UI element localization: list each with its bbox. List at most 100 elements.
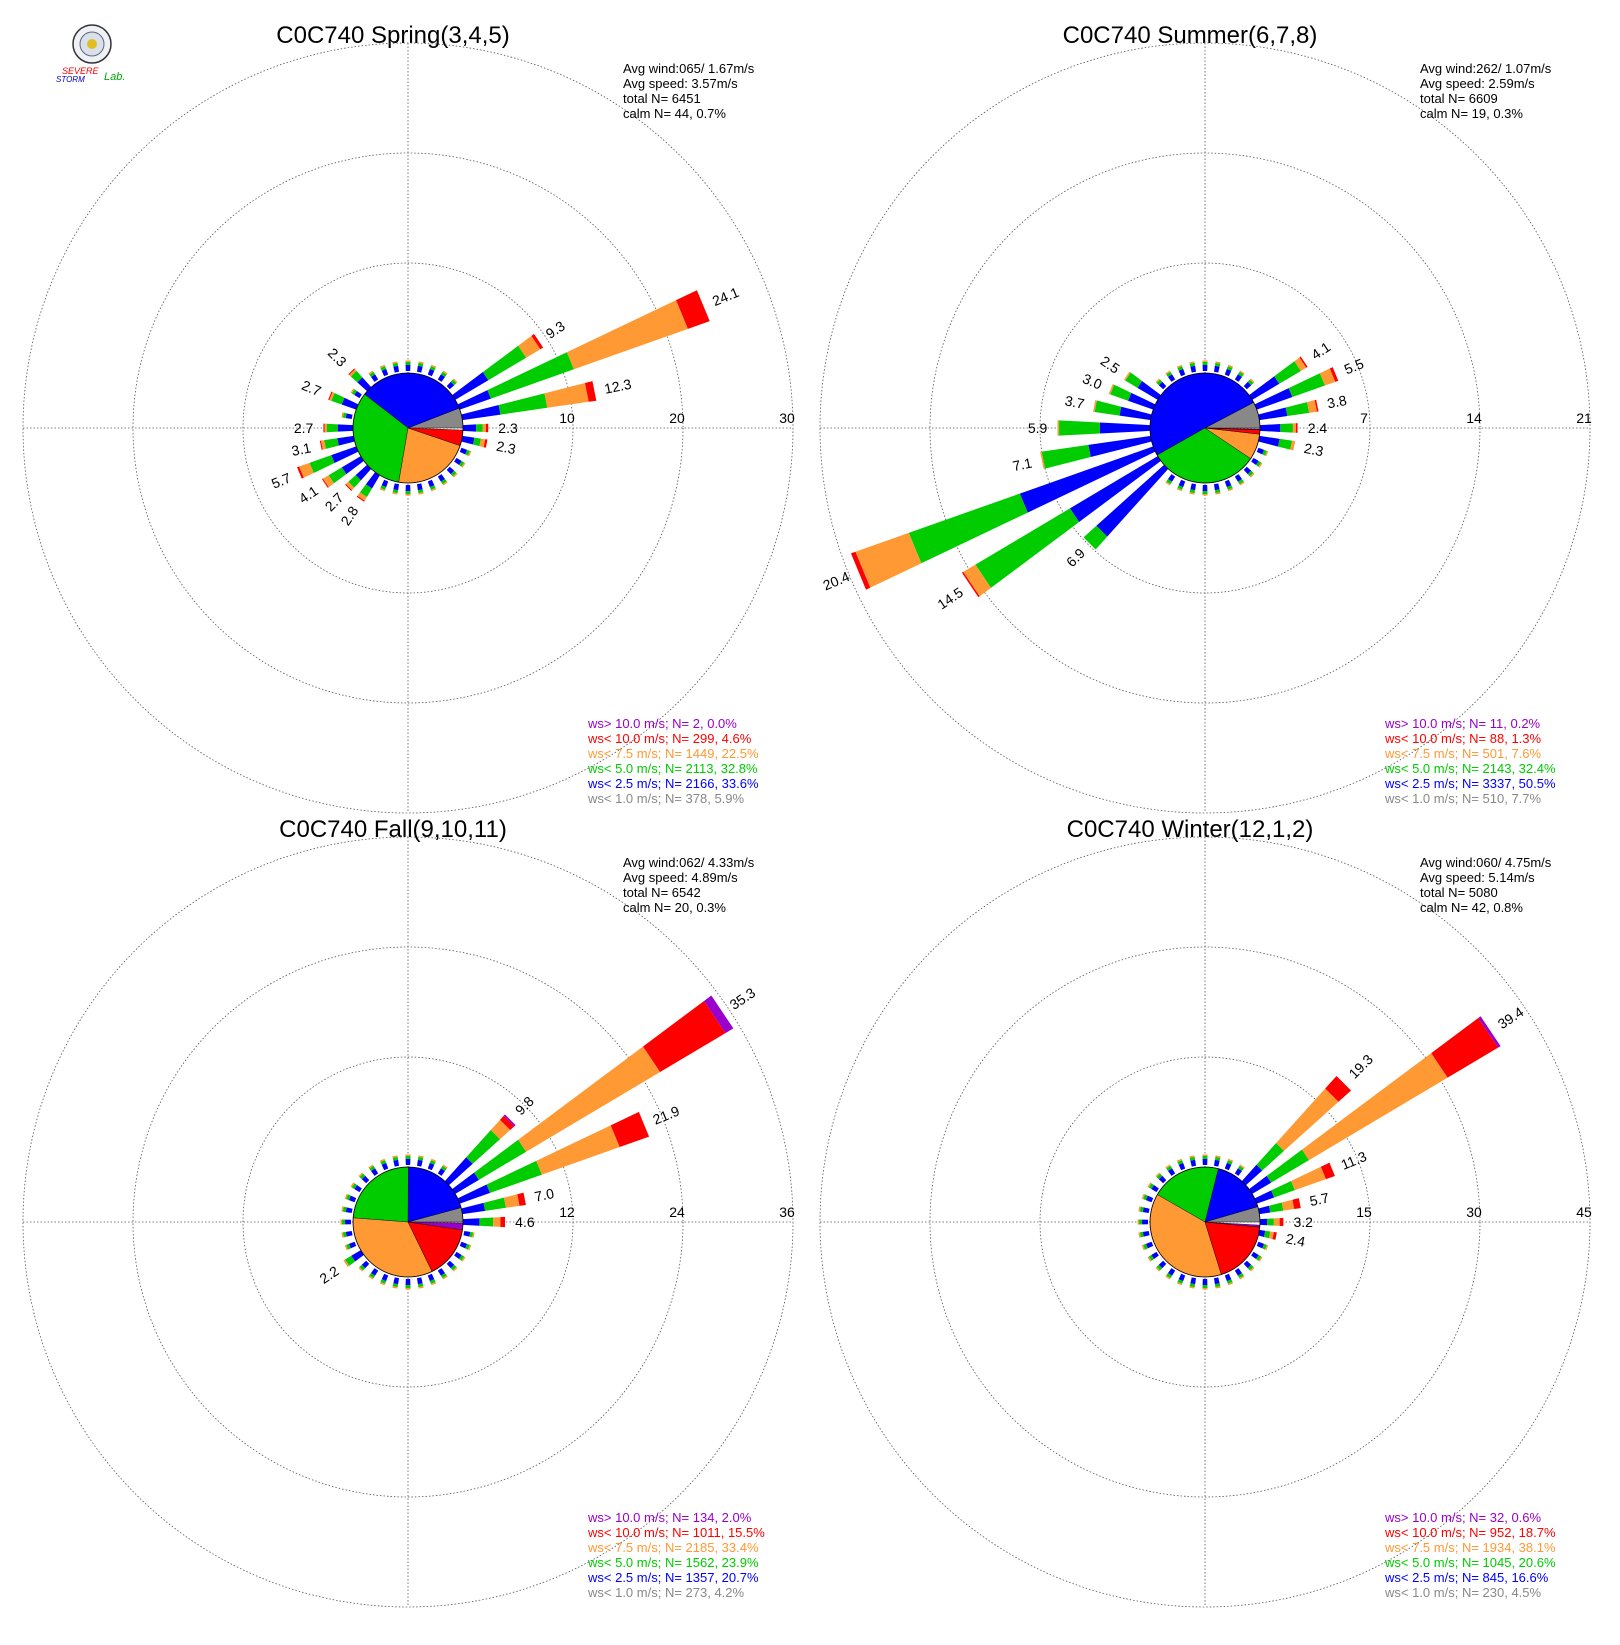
minor-petal-segment bbox=[381, 479, 389, 488]
petal-segment bbox=[1249, 376, 1280, 400]
minor-petal-segment bbox=[1190, 1277, 1197, 1285]
minor-petal-segment bbox=[392, 1156, 399, 1161]
petal-segment bbox=[482, 423, 486, 433]
minor-petal-segment bbox=[452, 1266, 458, 1272]
ring-label: 14 bbox=[1466, 410, 1482, 426]
minor-petal-segment bbox=[1178, 479, 1186, 488]
minor-petal-segment bbox=[342, 1219, 346, 1225]
petal-segment bbox=[1083, 525, 1108, 550]
petal-segment bbox=[703, 995, 734, 1034]
minor-petal-segment bbox=[1249, 378, 1255, 384]
minor-petal-segment bbox=[405, 484, 411, 491]
legend-entry: ws< 5.0 m/s; N= 1045, 20.6% bbox=[1384, 1555, 1556, 1570]
petal-segment bbox=[961, 571, 980, 598]
petal-segment bbox=[1319, 368, 1336, 386]
petal-segment bbox=[329, 392, 335, 401]
petal-segment bbox=[1273, 1218, 1280, 1226]
minor-petal-segment bbox=[341, 1232, 344, 1238]
minor-petal-segment bbox=[442, 1164, 448, 1169]
minor-petal-segment bbox=[1256, 447, 1265, 455]
minor-petal-segment bbox=[459, 447, 468, 455]
petal-segment bbox=[326, 423, 338, 433]
minor-petal-segment bbox=[1256, 1254, 1262, 1261]
minor-petal-segment bbox=[371, 1268, 379, 1276]
minor-petal-segment bbox=[440, 1273, 447, 1279]
minor-petal-segment bbox=[1156, 1173, 1163, 1180]
minor-petal-segment bbox=[1148, 1183, 1154, 1190]
minor-petal-segment bbox=[1147, 1182, 1152, 1188]
minor-petal-segment bbox=[351, 1183, 357, 1190]
minor-petal-segment bbox=[1158, 1260, 1167, 1269]
petal-segment bbox=[479, 1217, 494, 1227]
legend-entry: ws> 10.0 m/s; N= 134, 2.0% bbox=[587, 1510, 752, 1525]
petal-segment bbox=[850, 551, 871, 590]
legend-entry: ws> 10.0 m/s; N= 2, 0.0% bbox=[587, 716, 737, 731]
petal-segment bbox=[487, 352, 574, 399]
minor-petal-segment bbox=[341, 1206, 344, 1212]
minor-petal-segment bbox=[380, 1279, 387, 1284]
stats-line: total N= 6609 bbox=[1420, 91, 1498, 106]
petal-label: 2.3 bbox=[325, 345, 350, 370]
legend-entry: ws< 5.0 m/s; N= 1562, 23.9% bbox=[587, 1555, 759, 1570]
minor-petal-segment bbox=[392, 492, 398, 495]
minor-petal-segment bbox=[1168, 1168, 1176, 1176]
minor-petal-segment bbox=[437, 474, 445, 482]
stats-line: calm N= 20, 0.3% bbox=[623, 900, 726, 915]
legend-entry: ws> 10.0 m/s; N= 32, 0.6% bbox=[1384, 1510, 1542, 1525]
panel-title: C0C740 Winter(12,1,2) bbox=[1067, 816, 1314, 843]
petal-segment bbox=[461, 435, 475, 445]
minor-petal-segment bbox=[1168, 1268, 1176, 1276]
stats-line: Avg speed: 4.89m/s bbox=[623, 870, 738, 885]
petal-label: 4.6 bbox=[515, 1214, 535, 1230]
petal-segment bbox=[493, 1217, 501, 1227]
minor-petal-segment bbox=[1139, 1219, 1143, 1225]
petal-segment bbox=[1040, 451, 1046, 470]
minor-petal-segment bbox=[467, 450, 472, 457]
minor-petal-segment bbox=[1202, 1156, 1208, 1160]
petal-segment bbox=[1123, 371, 1131, 381]
minor-petal-segment bbox=[1249, 1266, 1255, 1272]
minor-petal-segment bbox=[427, 368, 435, 377]
petal-segment bbox=[485, 423, 489, 433]
minor-petal-segment bbox=[1215, 492, 1221, 495]
minor-petal-segment bbox=[1202, 360, 1208, 363]
minor-petal-segment bbox=[1189, 1155, 1195, 1158]
minor-petal-segment bbox=[430, 1281, 437, 1286]
ring-label: 12 bbox=[559, 1204, 575, 1220]
minor-petal-segment bbox=[342, 412, 347, 419]
petal-segment bbox=[461, 1202, 486, 1215]
petal-segment bbox=[1258, 1229, 1266, 1237]
legend-entry: ws< 2.5 m/s; N= 3337, 50.5% bbox=[1384, 776, 1556, 791]
petal-label: 20.4 bbox=[821, 568, 852, 593]
petal-segment bbox=[908, 493, 1028, 564]
minor-petal-segment bbox=[1189, 492, 1195, 495]
minor-petal-segment bbox=[1264, 1244, 1269, 1251]
minor-petal-segment bbox=[1143, 1243, 1148, 1250]
petal-segment bbox=[1272, 1231, 1277, 1240]
minor-petal-segment bbox=[1247, 470, 1254, 477]
petal-segment bbox=[1431, 1017, 1499, 1078]
minor-petal-segment bbox=[1258, 1256, 1263, 1262]
petal-segment bbox=[490, 1119, 511, 1140]
minor-petal-segment bbox=[1166, 479, 1173, 485]
stats-line: Avg wind:060/ 4.75m/s bbox=[1420, 855, 1552, 870]
minor-petal-segment bbox=[1158, 1175, 1167, 1184]
wind-rose-panel: C0C740 Spring(3,4,5) 10 20 30 24.1 9.3 12.3 2.3… bbox=[22, 22, 795, 814]
minor-petal-segment bbox=[359, 1173, 366, 1180]
petal-segment bbox=[1279, 1217, 1284, 1227]
petal-segment bbox=[610, 1111, 650, 1148]
minor-petal-segment bbox=[1177, 366, 1184, 371]
minor-petal-segment bbox=[1237, 371, 1244, 377]
petal-segment bbox=[975, 508, 1080, 588]
petal-segment bbox=[297, 466, 304, 479]
minor-petal-segment bbox=[1227, 1281, 1234, 1286]
stats-line: Avg wind:065/ 1.67m/s bbox=[623, 61, 755, 76]
minor-petal-segment bbox=[1165, 1164, 1171, 1169]
minor-petal-segment bbox=[1234, 474, 1242, 482]
minor-petal-segment bbox=[459, 1254, 465, 1261]
minor-petal-segment bbox=[405, 490, 411, 494]
minor-petal-segment bbox=[379, 487, 386, 492]
petal-segment bbox=[1096, 464, 1169, 537]
petal-label: 2.4 bbox=[1284, 1230, 1306, 1250]
minor-petal-segment bbox=[1226, 1279, 1233, 1284]
